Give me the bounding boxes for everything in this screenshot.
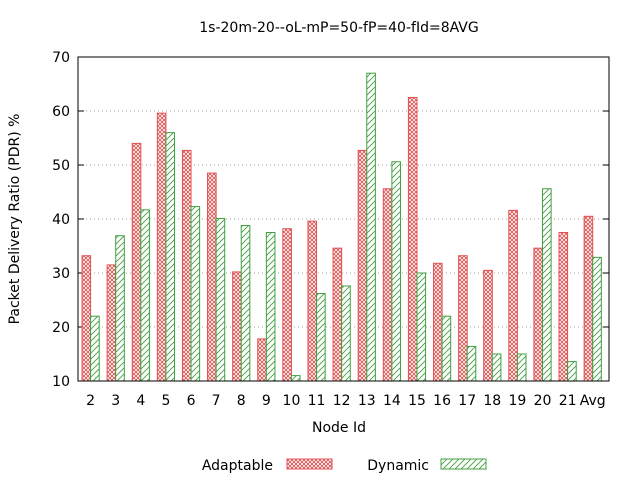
y-tick-label: 60 <box>52 104 70 120</box>
bar-dynamic-17 <box>466 345 477 382</box>
y-axis-ticks: 10 20 30 40 50 60 70 <box>52 50 609 390</box>
bar-adaptable-5 <box>156 112 167 382</box>
bar-adaptable-17 <box>458 255 468 382</box>
bar-adaptable-19 <box>508 209 518 382</box>
bar-adaptable-9 <box>257 338 267 382</box>
bar-dynamic-6 <box>190 206 201 382</box>
bar-dynamic-20 <box>542 188 552 382</box>
bar-dynamic-21 <box>567 361 577 382</box>
bar-dynamic-2 <box>90 315 100 382</box>
y-tick-label: 40 <box>52 212 70 228</box>
bar-adaptable-11 <box>307 220 318 382</box>
bar-adaptable-14 <box>382 188 393 382</box>
x-tick-label: 3 <box>111 393 120 409</box>
bar-series <box>81 72 602 382</box>
chart-title: 1s-20m-20--oL-mP=50-fP=40-fId=8AVG <box>199 20 478 36</box>
x-tick-label: 2 <box>86 393 95 409</box>
bar-dynamic-10 <box>290 375 301 382</box>
bar-dynamic-7 <box>215 217 226 382</box>
x-tick-label: 5 <box>161 393 170 409</box>
bar-dynamic-12 <box>341 285 351 382</box>
bar-adaptable-16 <box>432 262 443 382</box>
bar-adaptable-18 <box>483 269 493 382</box>
x-tick-label: 12 <box>333 393 351 409</box>
x-tick-label: 11 <box>308 393 326 409</box>
x-tick-label: 13 <box>358 393 376 409</box>
bar-adaptable-7 <box>207 172 217 382</box>
legend: Adaptable Dynamic <box>202 458 487 474</box>
bar-adaptable-4 <box>131 142 142 382</box>
bar-dynamic-4 <box>140 209 150 382</box>
bar-adaptable-2 <box>81 255 92 382</box>
bar-adaptable-Avg <box>583 215 594 382</box>
bar-adaptable-3 <box>106 264 117 382</box>
x-tick-label: 16 <box>433 393 451 409</box>
bar-dynamic-16 <box>441 315 452 382</box>
x-tick-label: 10 <box>283 393 301 409</box>
x-tick-label: 15 <box>408 393 426 409</box>
legend-label-adaptable: Adaptable <box>202 458 273 474</box>
bar-adaptable-13 <box>357 149 368 382</box>
x-tick-label: 18 <box>483 393 501 409</box>
bar-dynamic-9 <box>265 232 276 382</box>
x-tick-label: 21 <box>559 393 577 409</box>
bar-adaptable-20 <box>533 247 544 382</box>
bar-dynamic-Avg <box>592 256 602 382</box>
bar-adaptable-21 <box>558 232 569 382</box>
plot-frame <box>77 56 610 382</box>
bar-dynamic-18 <box>491 353 502 382</box>
x-tick-label: 19 <box>508 393 526 409</box>
y-tick-label: 30 <box>52 266 70 282</box>
x-tick-label: 14 <box>383 393 401 409</box>
x-tick-label: 7 <box>212 393 221 409</box>
bar-dynamic-8 <box>240 224 251 382</box>
bar-dynamic-5 <box>165 132 176 382</box>
legend-label-dynamic: Dynamic <box>367 458 429 474</box>
x-axis-ticks: 2 3 4 5 6 7 8 9 10 11 12 13 14 15 16 17 18 19 20 21 Avg <box>86 393 606 409</box>
bar-adaptable-10 <box>282 228 292 382</box>
x-tick-label: Avg <box>580 393 606 409</box>
y-axis-label: Packet Delivery Ratio (PDR) % <box>7 114 23 325</box>
bar-adaptable-12 <box>332 247 343 382</box>
legend-swatch-adaptable <box>286 458 333 470</box>
x-tick-label: 9 <box>262 393 271 409</box>
x-tick-label: 6 <box>187 393 196 409</box>
bar-adaptable-15 <box>407 97 418 382</box>
y-tick-label: 70 <box>52 50 70 66</box>
bar-dynamic-13 <box>366 72 376 382</box>
y-tick-label: 10 <box>52 374 70 390</box>
y-tick-label: 20 <box>52 320 70 336</box>
bar-dynamic-14 <box>391 161 401 382</box>
bar-dynamic-15 <box>416 272 427 382</box>
bar-dynamic-19 <box>516 353 527 382</box>
x-tick-label: 4 <box>136 393 145 409</box>
x-tick-label: 8 <box>237 393 246 409</box>
legend-swatch-dynamic <box>440 458 487 470</box>
bar-adaptable-8 <box>232 271 242 382</box>
x-tick-label: 20 <box>534 393 552 409</box>
y-tick-label: 50 <box>52 158 70 174</box>
bar-dynamic-11 <box>316 293 326 382</box>
x-axis-label: Node Id <box>312 420 366 436</box>
x-tick-label: 17 <box>458 393 476 409</box>
bar-adaptable-6 <box>181 149 192 382</box>
bar-dynamic-3 <box>115 235 125 382</box>
